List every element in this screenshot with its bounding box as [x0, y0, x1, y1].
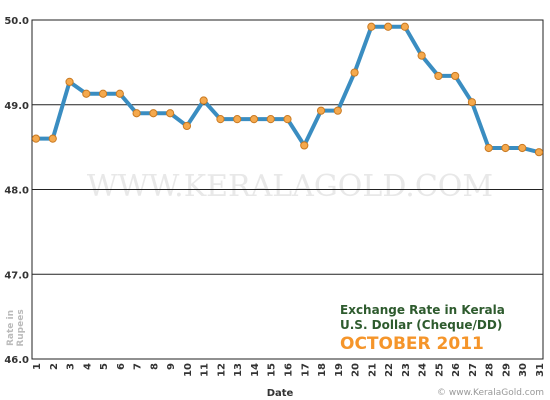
- x-tick-label: 30: [518, 363, 529, 377]
- y-tick-labels: 46.0 47.0 48.0 49.0 50.0: [4, 16, 29, 366]
- data-point: [300, 141, 309, 150]
- data-point: [266, 115, 275, 124]
- x-tick-label: 29: [501, 363, 512, 377]
- data-point: [534, 148, 544, 157]
- x-axis-label: Date: [267, 388, 294, 399]
- x-tick-label: 8: [149, 363, 160, 370]
- x-tick-label: 24: [418, 363, 429, 377]
- gridlines: [32, 19, 543, 360]
- data-point: [82, 89, 91, 98]
- data-point: [400, 22, 409, 31]
- data-point: [166, 109, 175, 118]
- x-tick-label: 19: [334, 363, 345, 377]
- y-tick-label: 50.0: [4, 16, 29, 27]
- x-tick-label: 2: [49, 363, 60, 370]
- x-tick-label: 11: [200, 363, 211, 377]
- x-tick-label: 16: [284, 363, 295, 377]
- data-point: [384, 22, 393, 31]
- x-tick-label: 25: [434, 363, 445, 377]
- x-tick-label: 9: [166, 363, 177, 370]
- data-point: [367, 22, 376, 31]
- chart-title-line-2: U.S. Dollar (Cheque/DD): [340, 318, 502, 332]
- x-tick-label: 17: [300, 363, 311, 377]
- series-polyline: [36, 24, 540, 155]
- x-tick-label: 14: [250, 363, 261, 377]
- y-tick-label: 47.0: [4, 270, 29, 281]
- data-point: [48, 134, 57, 143]
- x-tick-label: 1: [32, 363, 43, 370]
- chart-title-line-1: Exchange Rate in Kerala: [340, 303, 505, 317]
- data-point: [199, 96, 208, 105]
- data-point: [316, 106, 326, 115]
- x-tick-label: 4: [82, 363, 93, 370]
- data-point: [501, 143, 510, 153]
- footer-credit: © www.KeralaGold.com: [437, 388, 544, 398]
- data-point: [65, 77, 74, 86]
- y-tick-label: 46.0: [4, 355, 29, 366]
- x-tick-label: 26: [451, 363, 462, 377]
- data-point: [216, 115, 225, 124]
- data-point: [31, 134, 41, 143]
- x-tick-label: 18: [317, 363, 328, 377]
- data-point: [249, 115, 259, 124]
- x-tick-label: 13: [233, 363, 244, 377]
- data-point: [149, 109, 158, 118]
- x-tick-label: 31: [535, 363, 546, 377]
- data-point: [333, 106, 342, 115]
- data-point: [182, 121, 191, 131]
- data-point: [518, 143, 527, 153]
- data-point: [132, 109, 141, 118]
- x-tick-label: 3: [66, 363, 77, 370]
- data-point: [233, 115, 242, 124]
- chart-subtitle: OCTOBER 2011: [340, 334, 484, 354]
- data-point: [115, 89, 124, 98]
- y-tick-label: 49.0: [4, 101, 29, 112]
- watermark: WWW.KERALAGOLD.COM: [87, 169, 493, 204]
- x-tick-label: 7: [133, 363, 144, 370]
- data-point: [451, 71, 460, 81]
- x-tick-label: 6: [116, 363, 127, 370]
- data-point: [417, 51, 426, 60]
- x-tick-label: 27: [468, 363, 479, 377]
- y-tick-label: 48.0: [4, 186, 29, 197]
- x-tick-label: 12: [216, 363, 227, 377]
- x-tick-label: 20: [351, 363, 362, 377]
- x-tick-label: 15: [267, 363, 278, 377]
- data-point: [484, 143, 493, 153]
- x-tick-label: 28: [485, 363, 496, 377]
- x-tick-label: 21: [367, 363, 378, 377]
- x-tick-label: 23: [401, 363, 412, 377]
- series-line: [36, 24, 540, 155]
- x-tick-labels: 1 2 3 4 5 6 7 8 9 10 11 12 13 14 15 16 17 18 19 20 21 22 23 24 2…: [32, 363, 546, 377]
- series-markers: [31, 22, 544, 157]
- y-axis-label: Rate inRupees: [6, 309, 26, 346]
- data-point: [434, 71, 443, 81]
- data-point: [98, 89, 108, 98]
- x-tick-label: 22: [384, 363, 395, 377]
- data-point: [283, 115, 292, 124]
- x-tick-label: 10: [183, 363, 194, 377]
- data-point: [467, 98, 477, 107]
- x-tick-label: 5: [99, 363, 110, 370]
- data-point: [350, 68, 359, 77]
